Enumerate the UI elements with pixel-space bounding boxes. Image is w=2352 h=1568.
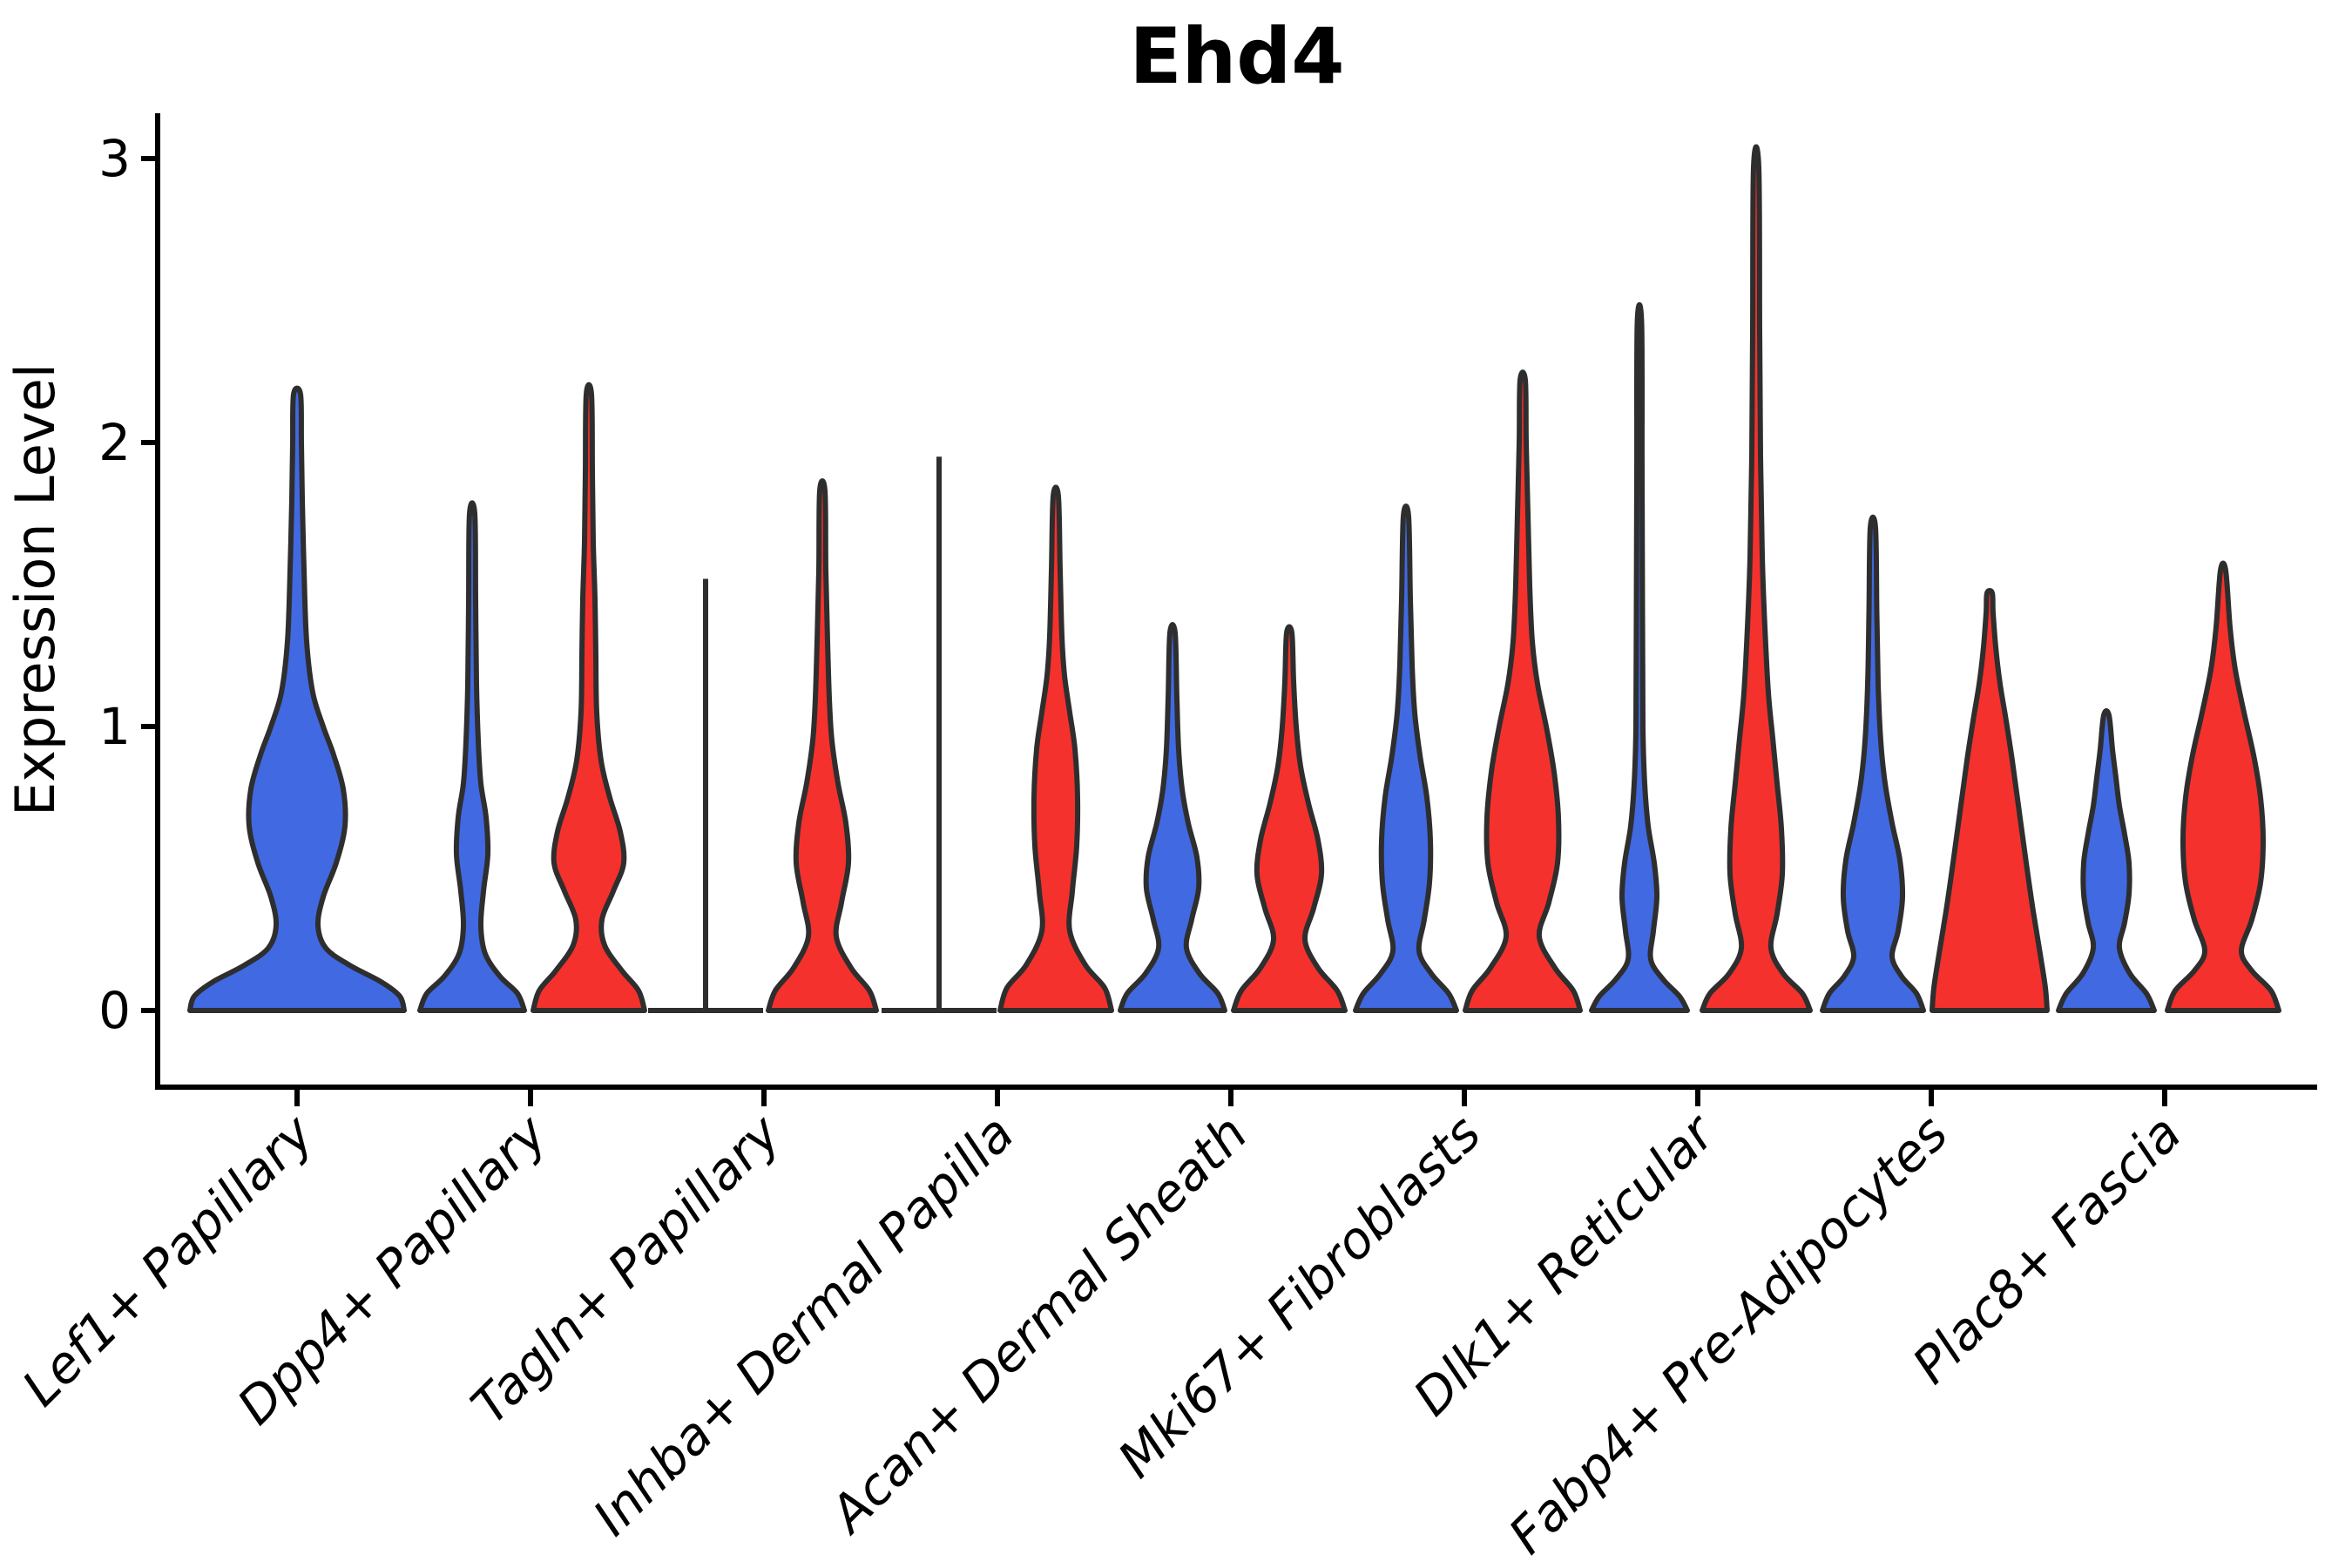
- violin-0-blue: [187, 385, 407, 1013]
- y-tick-label-3: 3: [98, 129, 131, 188]
- violin-2-red: [766, 478, 879, 1013]
- x-tick-label-4: Acan+ Dermal Sheath: [816, 1104, 1259, 1546]
- violin-1-red: [531, 382, 647, 1013]
- violin-3-red: [997, 484, 1114, 1013]
- y-tick-label-0: 0: [98, 981, 131, 1040]
- chart-title: Ehd4: [1130, 11, 1345, 101]
- violin-4-blue: [1118, 622, 1227, 1013]
- violins-layer: [187, 144, 2281, 1013]
- violin-6-blue: [1589, 301, 1690, 1013]
- violin-5-blue: [1353, 503, 1459, 1013]
- y-tick-label-2: 2: [98, 413, 131, 472]
- violin-7-blue: [1820, 514, 1926, 1013]
- violin-1-blue: [417, 500, 527, 1013]
- y-axis-label: Expression Level: [3, 363, 67, 816]
- violin-5-red: [1463, 369, 1583, 1013]
- x-tick-label-7: Fabp4+ Pre-Adipocytes: [1497, 1104, 1959, 1565]
- x-tick-label-3: Inhba+ Dermal Papilla: [582, 1104, 1025, 1547]
- violin-8-red: [2165, 560, 2281, 1013]
- y-tick-label-1: 1: [98, 697, 131, 756]
- violin-4-red: [1231, 624, 1348, 1013]
- violin-7-red: [1930, 588, 2050, 1013]
- violin-8-blue: [2056, 708, 2157, 1013]
- axes: 0 1 2 3: [98, 113, 2317, 1106]
- violin-6-red: [1700, 144, 1813, 1013]
